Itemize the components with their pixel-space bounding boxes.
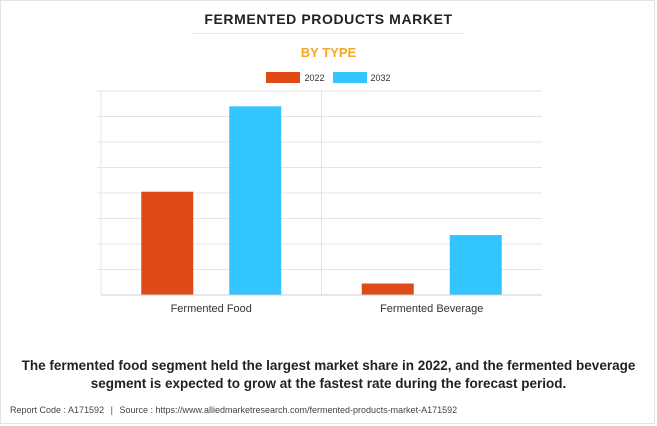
legend-swatch-2022 [266, 72, 301, 83]
source-line: Report Code : A171592 | Source : https:/… [10, 405, 457, 415]
legend-swatch-2032 [332, 72, 367, 83]
bar-2022-fermented-food [141, 191, 194, 295]
report-code: Report Code : A171592 [10, 405, 105, 415]
legend-label-2022: 2022 [304, 72, 325, 83]
title-divider [193, 33, 463, 34]
bar-2022-fermented-beverage [361, 283, 414, 295]
chart-title: FERMENTED PRODUCTS MARKET [204, 11, 453, 27]
source-separator: | [110, 405, 113, 415]
legend-label-2032: 2032 [370, 72, 391, 83]
bar-chart: Fermented Food Fermented Beverage [97, 90, 542, 315]
x-tick-label: Fermented Beverage [380, 303, 483, 315]
x-tick-label: Fermented Food [171, 303, 252, 315]
chart-subtitle: BY TYPE [300, 45, 357, 60]
legend-item-2022[interactable]: 2022 [266, 72, 325, 83]
source-url: Source : https://www.alliedmarketresearc… [119, 405, 458, 415]
legend-item-2032[interactable]: 2032 [332, 72, 391, 83]
bar-2032-fermented-food [229, 106, 282, 295]
legend: 2022 2032 [0, 72, 657, 83]
bar-2032-fermented-beverage [449, 235, 502, 295]
chart-caption: The fermented food segment held the larg… [21, 358, 636, 391]
